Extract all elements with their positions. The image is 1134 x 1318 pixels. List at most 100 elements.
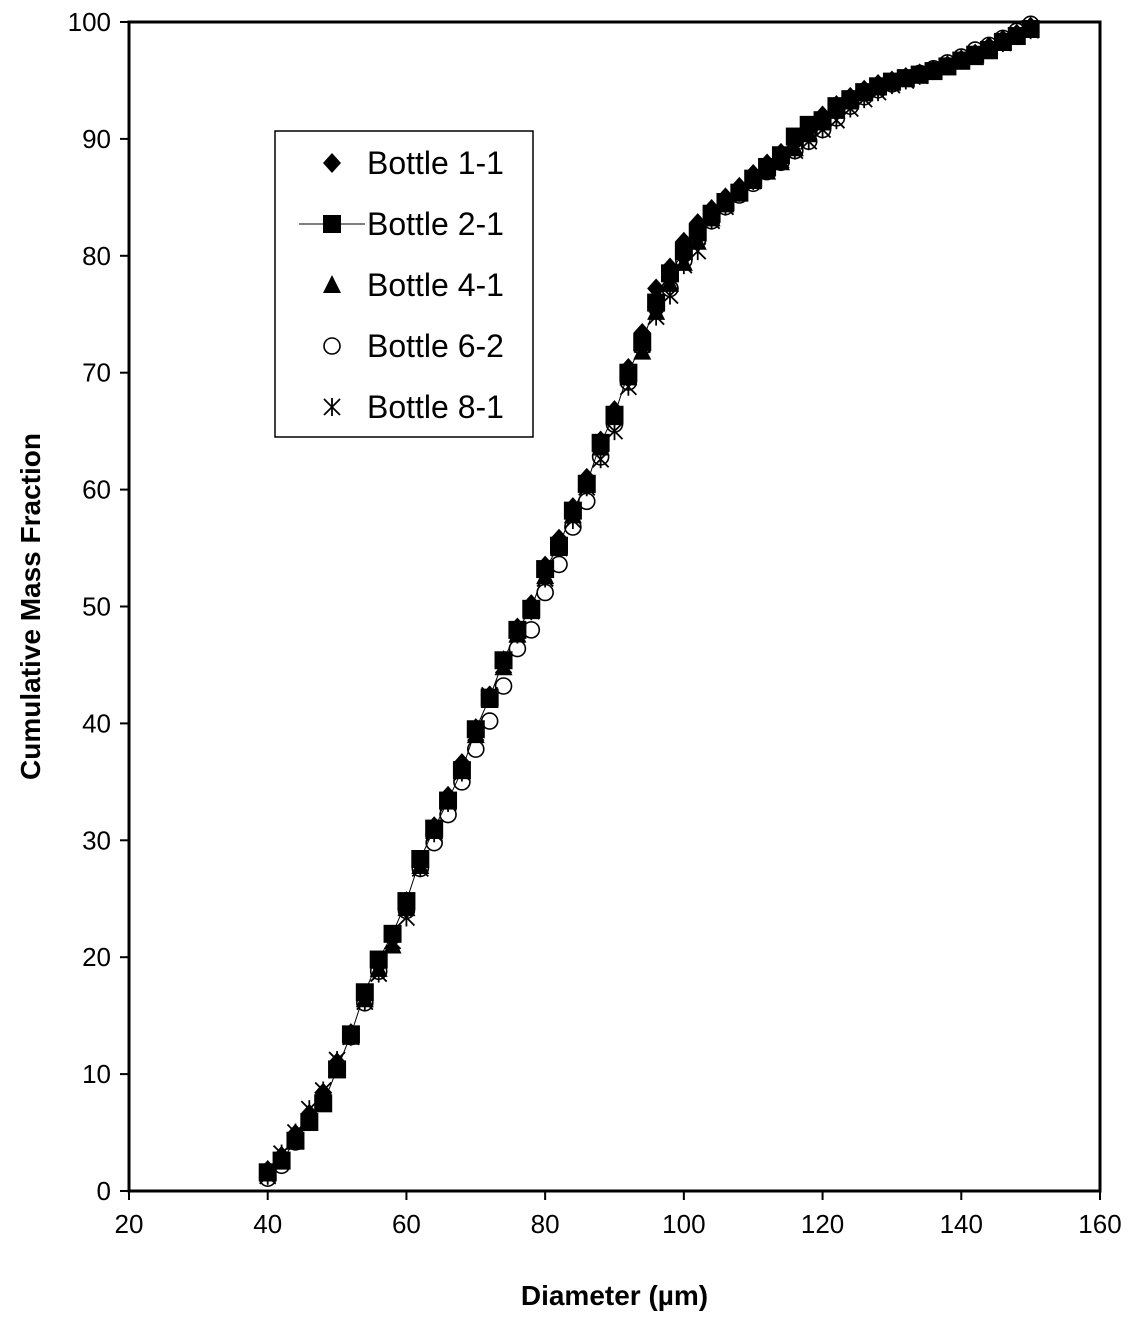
legend-label: Bottle 4-1 [367,267,504,303]
point-bottle-2-1 [633,333,652,352]
point-bottle-2-1 [730,183,749,202]
point-bottle-2-1 [841,90,860,109]
point-bottle-2-1 [383,924,402,943]
point-bottle-2-1 [341,1025,360,1044]
legend-label: Bottle 8-1 [367,389,504,425]
data-markers [258,15,1040,1187]
point-bottle-2-1 [869,77,888,96]
y-tick-label: 60 [82,475,111,505]
y-tick-label: 50 [82,592,111,622]
legend-marker [323,398,341,416]
point-bottle-2-1 [813,111,832,130]
point-bottle-2-1 [980,41,999,60]
point-bottle-2-1 [1007,27,1026,46]
y-tick-label: 40 [82,708,111,738]
point-bottle-2-1 [508,620,527,639]
point-bottle-2-1 [452,761,471,780]
axes: 20 40 60 80 100 120 140 160 0 10 20 30 40 50 60 70 80 90 1… [68,7,1122,1239]
y-tick-label: 90 [82,124,111,154]
x-axis-title: Diameter (µm) [521,1280,708,1311]
legend-box [274,130,534,438]
legend-label: Bottle 6-2 [367,328,504,364]
point-bottle-2-1 [744,169,763,188]
point-bottle-6-2 [466,740,485,758]
legend-marker [323,337,341,355]
y-axis-title: Cumulative Mass Fraction [15,433,46,780]
x-tick-label: 60 [392,1209,421,1239]
legend-label: Bottle 2-1 [367,206,504,242]
point-bottle-2-1 [966,45,985,64]
y-tick-label: 0 [97,1176,111,1206]
point-bottle-2-1 [411,850,430,869]
point-bottle-2-1 [550,536,569,555]
point-bottle-2-1 [480,688,499,707]
point-bottle-2-1 [522,599,541,618]
point-bottle-2-1 [827,97,846,116]
legend-marker [323,215,341,233]
x-tick-label: 80 [531,1209,560,1239]
point-bottle-2-1 [439,791,458,810]
point-bottle-2-1 [466,720,485,739]
point-bottle-2-1 [577,474,596,493]
x-tick-label: 120 [801,1209,844,1239]
point-bottle-2-1 [910,65,929,84]
point-bottle-2-1 [563,501,582,520]
point-bottle-2-1 [758,157,777,176]
y-tick-label: 30 [82,825,111,855]
x-tick-label: 100 [662,1209,705,1239]
point-bottle-2-1 [702,204,721,223]
point-bottle-2-1 [688,223,707,242]
point-bottle-4-1 [674,252,693,271]
y-tick-label: 10 [82,1059,111,1089]
point-bottle-2-1 [494,651,513,670]
point-bottle-4-1 [660,273,679,292]
point-bottle-2-1 [397,892,416,911]
point-bottle-2-1 [314,1094,333,1113]
point-bottle-2-1 [355,983,374,1002]
y-tick-label: 100 [68,7,111,37]
point-bottle-2-1 [536,560,555,579]
x-tick-label: 140 [940,1209,983,1239]
y-tick-label: 20 [82,942,111,972]
point-bottle-2-1 [938,57,957,76]
point-bottle-2-1 [882,72,901,91]
x-tick-label: 160 [1078,1209,1121,1239]
point-bottle-2-1 [799,115,818,134]
point-bottle-2-1 [328,1060,347,1079]
point-bottle-2-1 [716,193,735,212]
legend-item-bottle-6-2: Bottle 6-2 [323,328,504,364]
legend-label: Bottle 1-1 [367,145,504,181]
legend-item-bottle-8-1: Bottle 8-1 [323,389,504,425]
point-bottle-6-2 [494,677,513,695]
point-bottle-2-1 [896,69,915,88]
series-bottle-2-1 [258,20,1040,1182]
point-bottle-2-1 [286,1131,305,1150]
point-bottle-2-1 [300,1113,319,1132]
point-bottle-2-1 [369,950,388,969]
legend-item-bottle-1-1: Bottle 1-1 [323,145,504,181]
x-tick-label: 40 [253,1209,282,1239]
point-bottle-2-1 [1021,20,1040,39]
legend-marker [323,275,341,293]
point-bottle-2-1 [258,1163,277,1182]
point-bottle-2-1 [660,264,679,283]
point-bottle-2-1 [855,83,874,102]
legend: Bottle 1-1 Bottle 2-1 Bottle 4-1 Bottle 6-2… [274,130,534,438]
legend-item-bottle-2-1: Bottle 2-1 [299,206,504,242]
legend-marker [323,153,341,173]
point-bottle-2-1 [647,293,666,312]
point-bottle-2-1 [771,146,790,165]
point-bottle-2-1 [924,62,943,81]
y-tick-label: 70 [82,358,111,388]
point-bottle-2-1 [785,127,804,146]
legend-item-bottle-4-1: Bottle 4-1 [323,267,504,303]
point-bottle-2-1 [425,819,444,838]
point-bottle-2-1 [993,32,1012,51]
point-bottle-2-1 [619,363,638,382]
x-tick-label: 20 [115,1209,144,1239]
point-bottle-2-1 [272,1151,291,1170]
point-bottle-2-1 [591,433,610,452]
point-bottle-2-1 [605,405,624,424]
